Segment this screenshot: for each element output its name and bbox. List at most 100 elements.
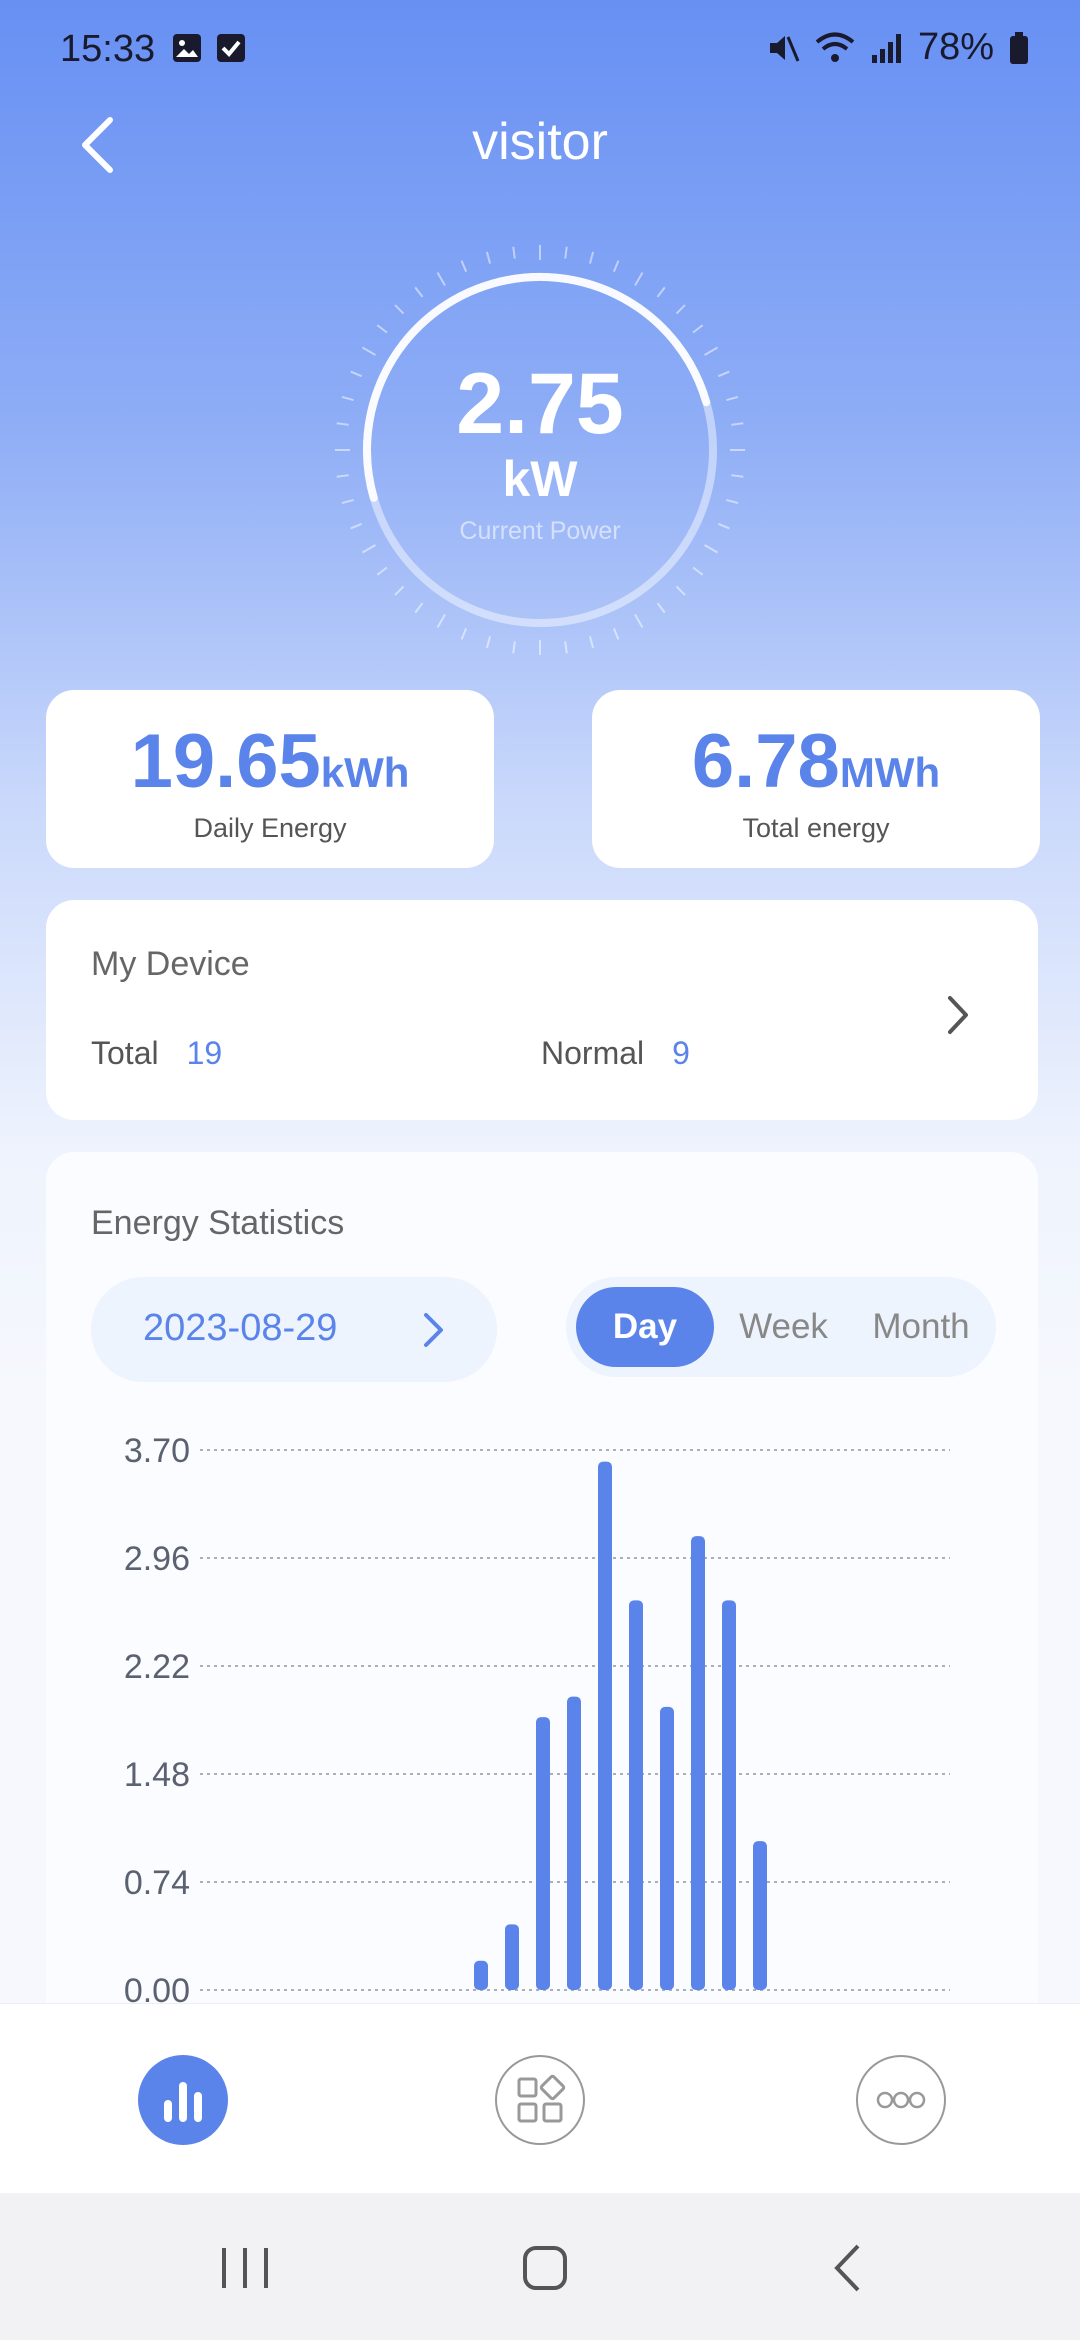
status-notification-icons — [172, 33, 246, 63]
total-energy-value-wrap: 6.78MWh — [592, 718, 1040, 805]
device-card-title: My Device — [91, 945, 250, 983]
gauge-tick — [564, 641, 568, 654]
device-grid-icon[interactable] — [494, 2054, 586, 2146]
system-nav-bar — [0, 2193, 1080, 2340]
gauge-tick — [485, 636, 492, 649]
gauge-tick — [460, 260, 468, 273]
gauge-tick — [436, 271, 446, 286]
device-total: Total 19 — [91, 1035, 222, 1072]
my-device-card[interactable]: My Device Total 19 Normal 9 — [46, 900, 1038, 1120]
device-total-value: 19 — [186, 1035, 223, 1071]
gauge-tick — [336, 474, 349, 478]
daily-energy-value: 19.65 — [130, 719, 321, 804]
bottom-nav — [0, 2003, 1080, 2193]
gauge-progress-arc — [363, 273, 711, 502]
gauge-tick — [394, 304, 405, 315]
daily-energy-unit: kWh — [320, 749, 410, 796]
status-bar: 15:33 78% — [0, 0, 1080, 100]
current-power-label: Current Power — [459, 517, 621, 545]
chart-bar[interactable] — [567, 1696, 581, 1990]
gauge-tick — [612, 260, 620, 273]
mute-icon — [769, 35, 800, 62]
gauge-tick — [336, 422, 349, 426]
gauge-tick — [361, 544, 376, 554]
chart-bar[interactable] — [474, 1960, 488, 1990]
chevron-right-icon[interactable] — [938, 990, 978, 1040]
gauge-tick — [376, 566, 388, 576]
gauge-tick — [692, 566, 704, 576]
daily-energy-card: 19.65kWh Daily Energy — [46, 690, 494, 868]
tab-week[interactable]: Week — [739, 1307, 828, 1346]
gauge-tick — [634, 271, 644, 286]
daily-energy-label: Daily Energy — [193, 813, 347, 843]
y-tick-label: 1.48 — [124, 1756, 190, 1794]
gauge-tick — [717, 370, 730, 378]
total-energy-unit: MWh — [839, 749, 941, 796]
recent-apps-icon[interactable] — [210, 2233, 280, 2303]
gauge-tick — [414, 602, 424, 614]
y-tick-label: 2.22 — [124, 1648, 190, 1686]
gauge-tick — [634, 614, 644, 629]
device-normal: Normal 9 — [541, 1035, 690, 1072]
gauge-ring — [335, 245, 745, 655]
date-selector[interactable]: 2023-08-29 — [91, 1277, 497, 1382]
gauge-tick — [656, 286, 666, 298]
selected-date: 2023-08-29 — [143, 1307, 338, 1349]
y-tick-label: 3.70 — [124, 1432, 190, 1470]
gauge-tick — [675, 585, 686, 596]
chart-bar[interactable] — [629, 1600, 643, 1990]
gauge-tick — [717, 522, 730, 530]
bar-chart-icon[interactable] — [137, 2054, 229, 2146]
total-energy-value: 6.78 — [691, 719, 840, 804]
gauge-tick — [588, 251, 595, 264]
chart-bar[interactable] — [691, 1536, 705, 1990]
tab-day[interactable]: Day — [576, 1287, 714, 1367]
chart-bar[interactable] — [505, 1924, 519, 1990]
gauge-tick — [656, 602, 666, 614]
power-gauge: 2.75 kW Current Power — [330, 240, 750, 660]
chart-bar[interactable] — [598, 1461, 612, 1990]
total-energy-label: Total energy — [742, 813, 890, 843]
home-icon[interactable] — [510, 2233, 580, 2303]
more-icon[interactable] — [855, 2054, 947, 2146]
gauge-tick — [588, 636, 595, 649]
status-system-icons: 78% — [766, 26, 1030, 69]
device-normal-value: 9 — [672, 1035, 690, 1071]
status-time: 15:33 — [60, 28, 156, 70]
range-selector: Day Week Month — [566, 1277, 996, 1377]
signal-icon — [871, 33, 901, 63]
gauge-tick — [350, 370, 363, 378]
gauge-tick — [460, 627, 468, 640]
back-icon[interactable] — [70, 110, 130, 180]
image-icon — [173, 34, 201, 62]
device-total-label: Total — [91, 1035, 159, 1071]
gauge-tick — [564, 246, 568, 259]
y-tick-label: 2.96 — [124, 1540, 190, 1578]
energy-bar-chart: 3.702.962.221.480.740.00 — [124, 1432, 950, 2010]
battery-percent: 78% — [917, 26, 994, 68]
gauge-tick — [726, 395, 739, 402]
gauge-tick — [612, 627, 620, 640]
y-tick-label: 0.74 — [124, 1864, 190, 1902]
gauge-tick — [341, 395, 354, 402]
tab-month[interactable]: Month — [872, 1307, 970, 1346]
gauge-tick — [341, 498, 354, 505]
gauge-tick — [350, 522, 363, 530]
chart-bar[interactable] — [753, 1841, 767, 1990]
gauge-tick — [394, 585, 405, 596]
top-bar: visitor — [0, 100, 1080, 190]
chart-bar[interactable] — [660, 1706, 674, 1990]
battery-icon — [1010, 31, 1028, 64]
gauge-tick — [731, 474, 744, 478]
gauge-tick — [692, 324, 704, 334]
current-power-value: 2.75 — [456, 356, 624, 452]
system-back-icon[interactable] — [815, 2233, 885, 2303]
chart-bar[interactable] — [536, 1717, 550, 1990]
gauge-tick — [436, 614, 446, 629]
checkbox-icon — [217, 34, 245, 62]
gauge-tick — [512, 246, 516, 259]
chart-bar[interactable] — [722, 1600, 736, 1990]
chevron-right-icon[interactable] — [416, 1307, 450, 1353]
wifi-icon — [815, 32, 855, 62]
stats-title: Energy Statistics — [91, 1204, 345, 1242]
